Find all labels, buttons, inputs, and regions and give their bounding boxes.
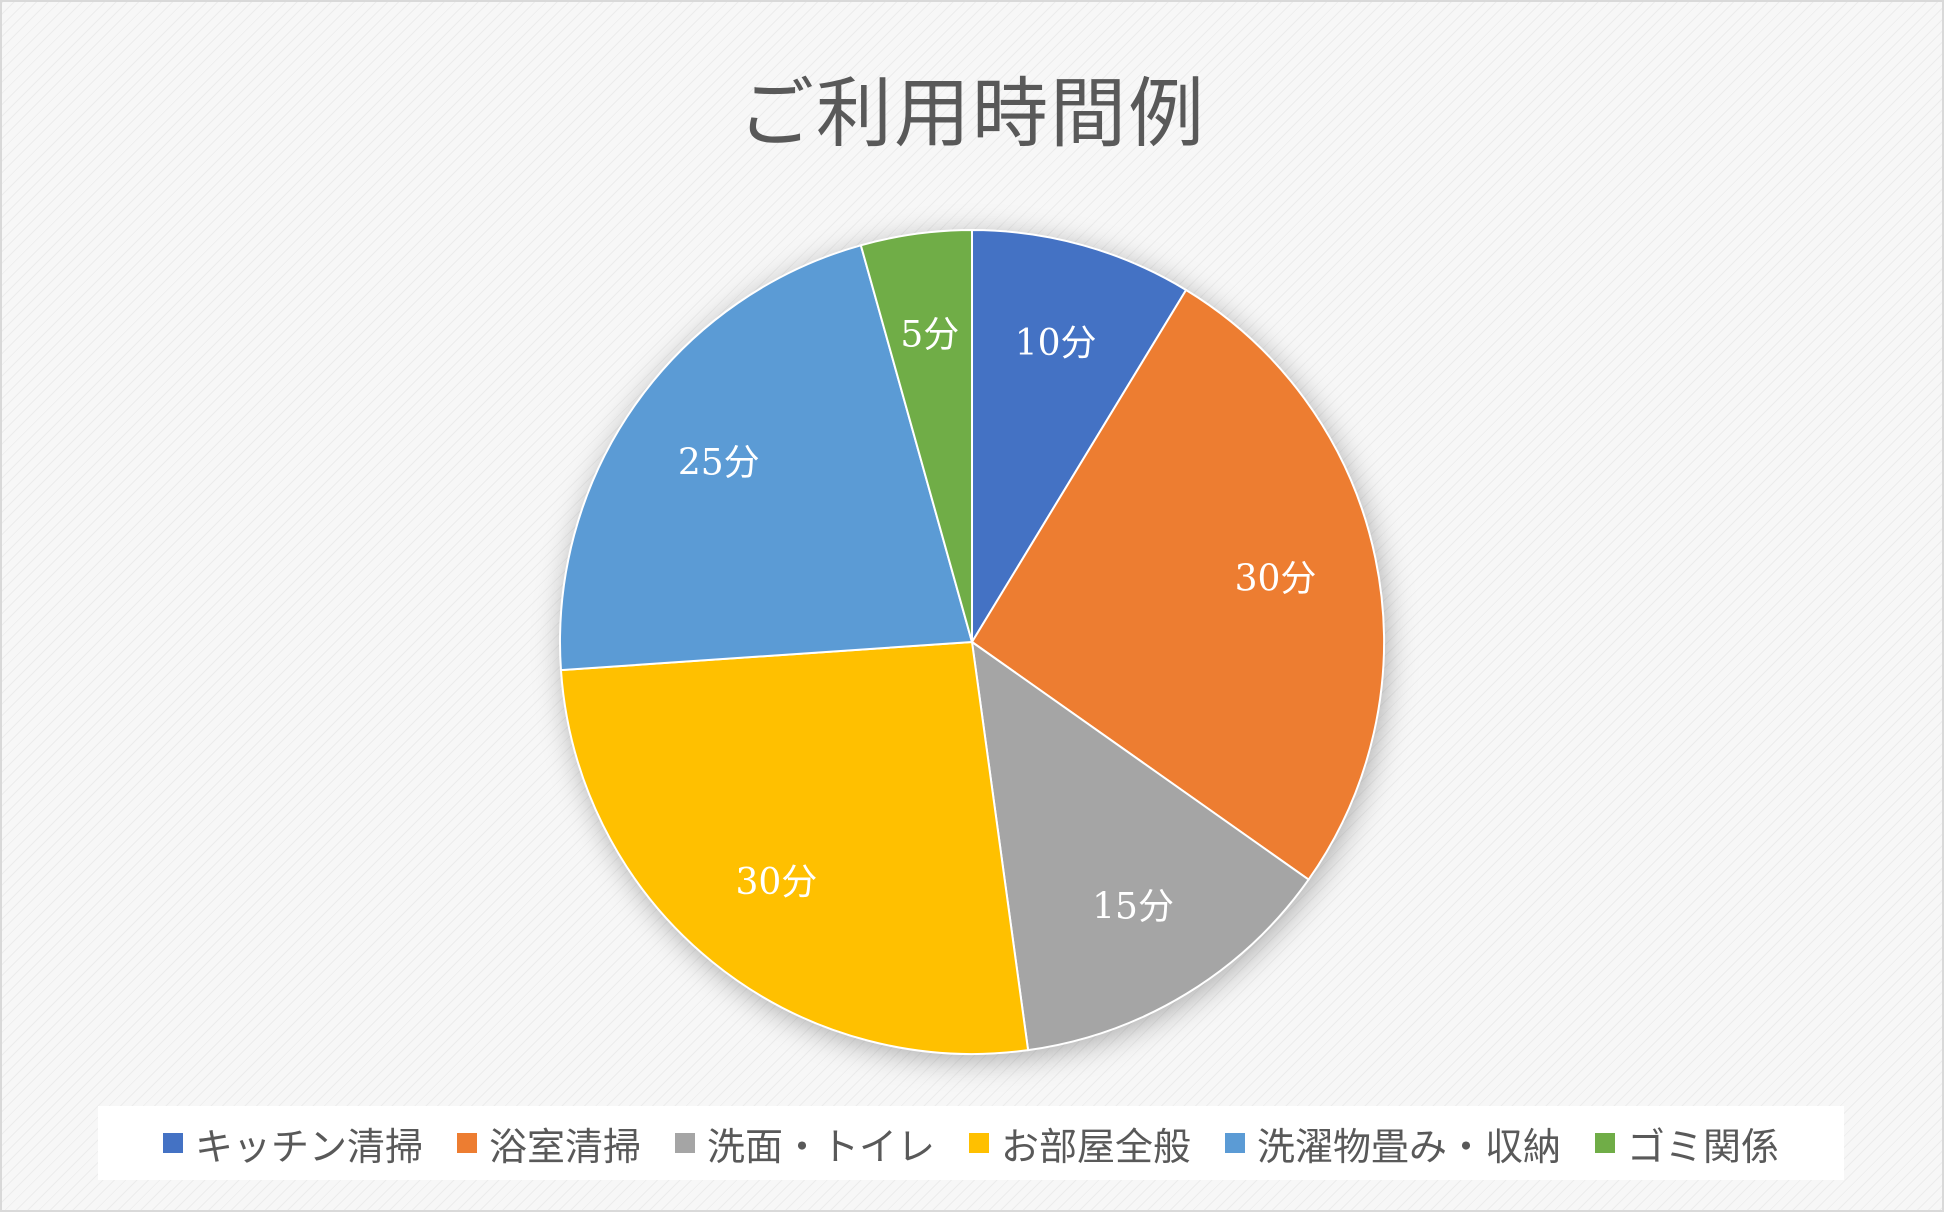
- legend-item-1: キッチン清掃: [162, 1116, 423, 1171]
- legend-label: 洗面・トイレ: [706, 1124, 935, 1169]
- pie-slice-3: [970, 639, 1310, 1052]
- chart-title: ご利用時間例: [738, 69, 1206, 158]
- pie-slice-6: [859, 228, 973, 643]
- pie-slices: [559, 228, 1385, 1055]
- data-label-2: 30分: [1235, 558, 1317, 599]
- legend-label: 浴室清掃: [488, 1124, 641, 1169]
- legend-swatch: [456, 1133, 477, 1153]
- pie-slice-5: [559, 244, 974, 672]
- legend-swatch: [1225, 1133, 1246, 1153]
- legend-label: 洗濯物畳み・収納: [1257, 1124, 1562, 1169]
- legend-swatch: [162, 1133, 183, 1153]
- legend-label: お部屋全般: [1001, 1124, 1192, 1169]
- data-label-6: 5分: [900, 314, 959, 355]
- data-label-3: 15分: [1092, 886, 1174, 927]
- data-label-4: 30分: [735, 862, 817, 903]
- legend-label: キッチン清掃: [194, 1124, 423, 1169]
- legend-swatch: [969, 1133, 989, 1153]
- data-label-1: 10分: [1015, 323, 1097, 364]
- legend-item-3: 洗面・トイレ: [674, 1116, 935, 1171]
- pie-slice-2: [970, 288, 1385, 881]
- legend-swatch: [674, 1133, 695, 1153]
- legend-item-6: ゴミ関係: [1595, 1116, 1779, 1171]
- legend-swatch: [1595, 1133, 1616, 1153]
- legend: キッチン清掃 浴室清掃 洗面・トイレ お部屋全般 洗濯物畳み・収納 ゴミ関係: [98, 1106, 1844, 1180]
- pie-data-labels: 10分 30分 15分 30分 25分 5分: [678, 314, 1317, 927]
- pie-slice-4: [559, 640, 1030, 1055]
- legend-item-2: 浴室清掃: [456, 1116, 641, 1171]
- legend-label: ゴミ関係: [1627, 1124, 1780, 1169]
- pie-slice-1: [971, 228, 1188, 646]
- legend-item-4: お部屋全般: [969, 1116, 1191, 1171]
- legend-item-5: 洗濯物畳み・収納: [1225, 1116, 1561, 1171]
- data-label-5: 25分: [678, 443, 760, 484]
